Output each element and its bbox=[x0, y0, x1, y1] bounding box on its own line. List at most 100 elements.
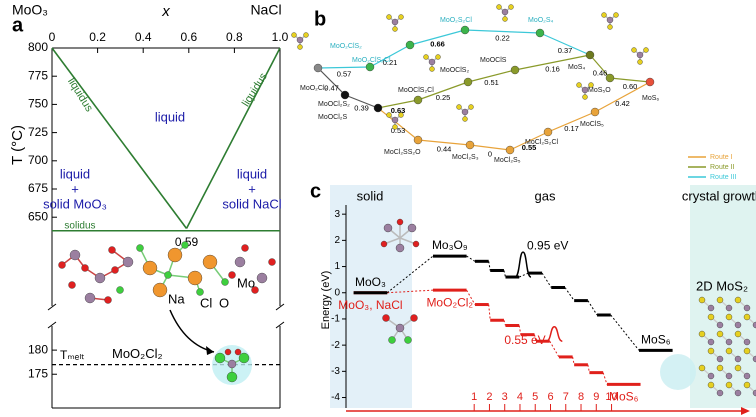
level-connector bbox=[541, 272, 552, 288]
atom bbox=[268, 258, 276, 266]
atom bbox=[734, 355, 742, 363]
route-edge bbox=[547, 111, 596, 133]
atom bbox=[734, 389, 742, 397]
node-label: MoO₂S₄ bbox=[528, 17, 554, 24]
route-edge bbox=[344, 94, 379, 109]
atom bbox=[698, 364, 706, 372]
atom bbox=[716, 321, 724, 329]
series-line bbox=[51, 47, 188, 229]
arrowhead bbox=[741, 407, 750, 415]
atom bbox=[601, 12, 607, 18]
level-connector bbox=[466, 255, 476, 262]
x-end-label: MoO₃ bbox=[12, 2, 48, 18]
node-label: MoOCl₂S₂ bbox=[318, 101, 350, 108]
region-label: liquid bbox=[237, 166, 267, 181]
route-edge bbox=[377, 99, 419, 109]
x-axis-label: x bbox=[161, 3, 170, 20]
level-connector bbox=[518, 325, 522, 335]
atom bbox=[460, 25, 470, 35]
atom bbox=[631, 47, 637, 53]
y-tick-label: 700 bbox=[28, 153, 48, 167]
atom bbox=[391, 116, 399, 124]
edge-label: 0.66 bbox=[430, 39, 445, 48]
atom-label: Cl bbox=[200, 295, 212, 310]
atom bbox=[643, 47, 649, 53]
atom bbox=[716, 364, 724, 372]
level-connector bbox=[533, 334, 537, 342]
legend-label: Route II bbox=[710, 164, 735, 171]
atom bbox=[122, 256, 134, 268]
level-connector bbox=[503, 270, 506, 278]
node-label: MoO₂ClS₂ bbox=[330, 43, 362, 50]
atom bbox=[429, 66, 435, 72]
route-edge bbox=[469, 144, 511, 151]
atom bbox=[340, 90, 350, 100]
route-edge bbox=[594, 81, 651, 113]
node-label: MoOCl₂S bbox=[318, 114, 347, 121]
y-tick-label: 675 bbox=[28, 181, 48, 195]
atom bbox=[386, 14, 392, 20]
atom bbox=[743, 347, 751, 355]
atom bbox=[398, 14, 404, 20]
atom bbox=[380, 240, 388, 248]
atom bbox=[238, 352, 250, 364]
region-label: solid NaCl bbox=[222, 196, 281, 211]
atom bbox=[725, 313, 733, 321]
atom bbox=[465, 140, 475, 150]
region-label: + bbox=[71, 181, 79, 196]
atom bbox=[607, 24, 613, 30]
atom bbox=[510, 65, 520, 75]
atom bbox=[221, 278, 229, 286]
region-label: liquid bbox=[155, 109, 185, 124]
route-edge bbox=[377, 107, 419, 141]
atom-label: O bbox=[219, 295, 229, 310]
glow bbox=[660, 354, 696, 390]
route-edge bbox=[464, 29, 541, 34]
atom bbox=[405, 40, 415, 50]
atom bbox=[734, 330, 742, 338]
y-tick-label: 800 bbox=[28, 40, 48, 54]
atom bbox=[297, 44, 303, 50]
barrier-label: 0.95 eV bbox=[527, 238, 568, 252]
atom bbox=[226, 371, 238, 383]
atom bbox=[725, 347, 733, 355]
atom bbox=[585, 50, 595, 60]
level-connector bbox=[587, 300, 598, 316]
atom bbox=[501, 8, 509, 16]
atom bbox=[111, 266, 119, 274]
atom bbox=[605, 73, 615, 83]
atom bbox=[428, 58, 436, 66]
atom bbox=[58, 261, 66, 269]
atom bbox=[752, 355, 756, 363]
legend-label: Route III bbox=[710, 174, 737, 181]
atom bbox=[388, 336, 396, 344]
atom bbox=[502, 16, 508, 22]
atom bbox=[725, 381, 733, 389]
edge-label: 0.46 bbox=[593, 68, 608, 77]
series-line bbox=[185, 47, 281, 229]
atom bbox=[412, 240, 420, 248]
panel-letter: b bbox=[314, 8, 326, 30]
atom bbox=[535, 28, 545, 38]
axis-break bbox=[275, 321, 285, 329]
atom bbox=[734, 364, 742, 372]
level-connector bbox=[602, 372, 608, 385]
level-connector bbox=[549, 340, 560, 358]
panel-letter: a bbox=[12, 14, 24, 36]
route-edge bbox=[417, 81, 469, 101]
atom bbox=[256, 272, 268, 284]
edge-label: 0.47 bbox=[324, 83, 339, 92]
atom bbox=[716, 355, 724, 363]
level-connector bbox=[572, 356, 575, 365]
atom bbox=[725, 338, 733, 346]
atom bbox=[395, 323, 405, 333]
atom bbox=[734, 321, 742, 329]
route-edge bbox=[317, 67, 346, 96]
atom bbox=[104, 296, 112, 304]
product-label: 2D MoS₂ bbox=[696, 278, 748, 293]
atom bbox=[581, 86, 589, 94]
atom bbox=[645, 77, 655, 87]
atom bbox=[391, 18, 399, 26]
y-tick-label: -2 bbox=[331, 340, 340, 351]
y-axis-label: Energy (eV) bbox=[320, 271, 332, 330]
